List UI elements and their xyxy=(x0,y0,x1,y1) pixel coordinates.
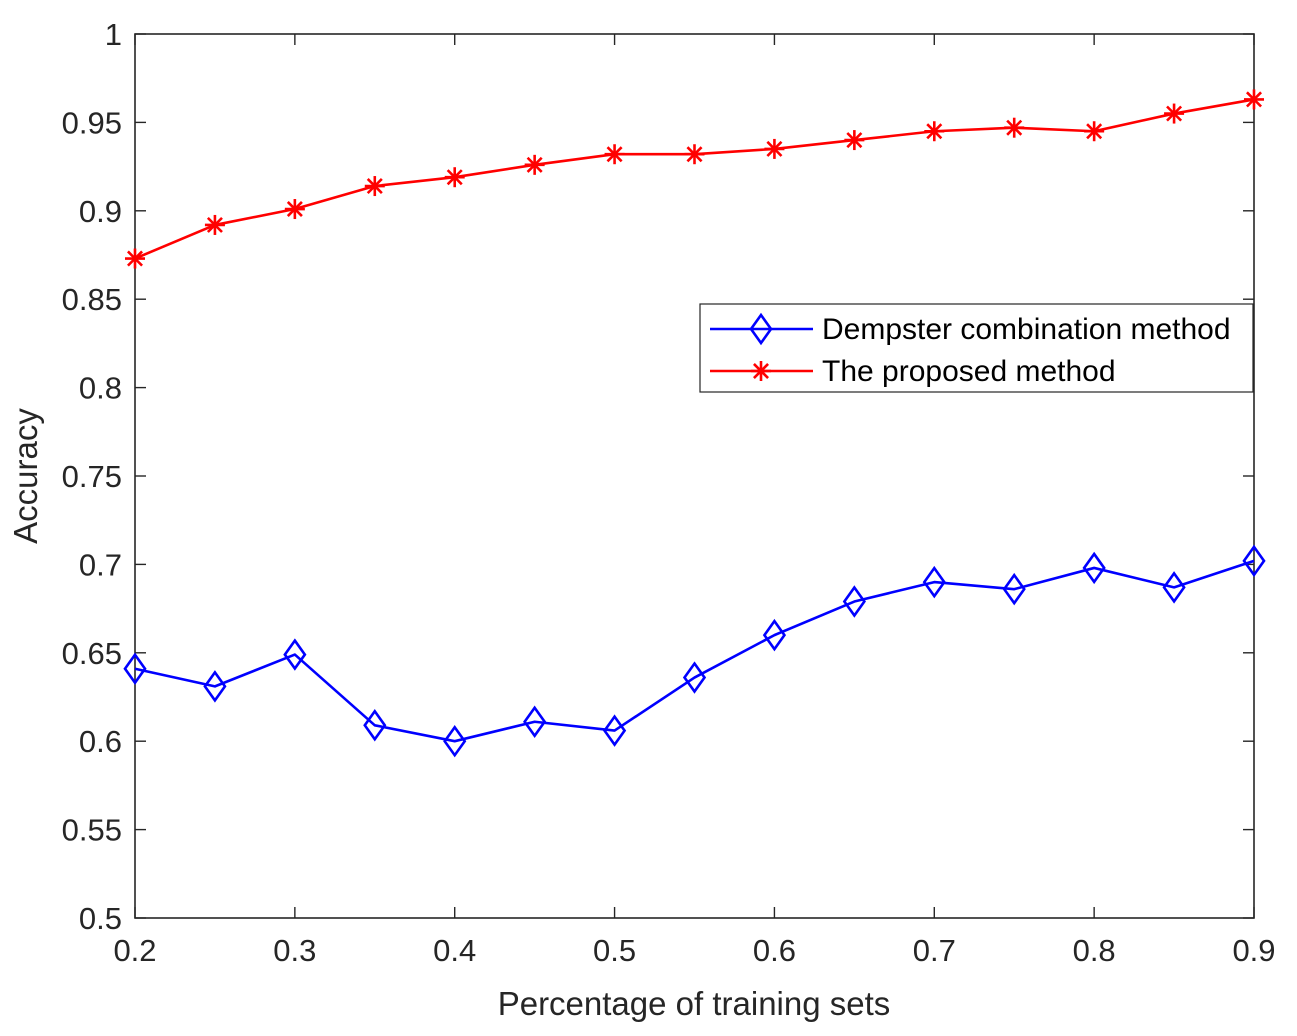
data-point xyxy=(1004,117,1025,138)
x-tick-label: 0.6 xyxy=(753,933,796,968)
data-point xyxy=(125,248,145,269)
y-tick-label: 0.85 xyxy=(62,282,122,317)
data-point xyxy=(1244,89,1264,110)
legend-box xyxy=(699,303,1254,393)
data-point xyxy=(204,214,225,235)
legend-label: The proposed method xyxy=(822,355,1116,388)
legend: Dempster combination method The proposed … xyxy=(699,303,1254,393)
legend-entry: The proposed method xyxy=(710,355,1116,388)
y-tick-label: 0.55 xyxy=(62,813,122,848)
data-point xyxy=(203,670,227,703)
y-tick-label: 0.5 xyxy=(79,901,122,936)
y-tick-label: 0.6 xyxy=(79,724,122,759)
data-point xyxy=(924,121,945,142)
data-point xyxy=(363,709,387,742)
data-point xyxy=(444,167,465,188)
legend-entry: Dempster combination method xyxy=(710,312,1231,346)
data-point xyxy=(602,714,627,747)
y-tick-label: 0.75 xyxy=(62,459,122,494)
x-tick-label: 0.8 xyxy=(1073,933,1116,968)
y-tick-label: 0.7 xyxy=(79,547,122,582)
legend-marker xyxy=(749,312,773,346)
data-point xyxy=(443,724,467,758)
series-line xyxy=(134,559,1255,743)
x-tick-labels: 0.2 0.3 0.4 0.5 0.6 0.7 0.8 0.9 xyxy=(113,933,1275,968)
y-tick-label: 1 xyxy=(105,17,122,52)
data-point xyxy=(1002,572,1026,606)
y-tick-label: 0.9 xyxy=(79,194,122,229)
x-tick-label: 0.9 xyxy=(1232,933,1275,968)
data-point xyxy=(524,154,545,175)
data-point xyxy=(1162,571,1186,604)
data-point xyxy=(123,652,147,685)
plot-area xyxy=(134,33,1255,919)
y-tick-label: 0.65 xyxy=(62,636,122,671)
data-point xyxy=(844,130,865,151)
data-point xyxy=(1242,544,1266,578)
data-point xyxy=(762,618,787,652)
data-point xyxy=(922,565,946,599)
data-point xyxy=(842,585,866,618)
y-tick-label: 0.8 xyxy=(79,371,122,406)
series-layer xyxy=(123,89,1266,758)
data-point xyxy=(523,705,547,738)
data-point xyxy=(682,661,707,694)
x-tick-label: 0.3 xyxy=(273,933,316,968)
data-point xyxy=(684,144,705,165)
y-tick-label: 0.95 xyxy=(62,105,122,140)
series-2 xyxy=(125,89,1264,269)
data-point xyxy=(364,176,385,197)
axis-ticks xyxy=(134,33,1255,919)
x-axis-label: Percentage of training sets xyxy=(498,985,891,1022)
series-1 xyxy=(123,544,1266,758)
x-tick-label: 0.7 xyxy=(913,933,956,968)
data-point xyxy=(1082,551,1106,585)
data-point xyxy=(284,199,305,220)
y-axis-label: Accuracy xyxy=(7,408,44,544)
legend-marker xyxy=(751,361,771,381)
x-tick-label: 0.2 xyxy=(113,933,156,968)
data-point xyxy=(1164,103,1185,124)
data-point xyxy=(1084,121,1105,142)
data-point xyxy=(604,144,625,165)
legend-entries: Dempster combination method The proposed … xyxy=(710,312,1231,388)
x-tick-label: 0.4 xyxy=(433,933,476,968)
legend-label: Dempster combination method xyxy=(822,313,1231,346)
x-tick-label: 0.5 xyxy=(593,933,636,968)
y-tick-labels: 0.5 0.55 0.6 0.65 0.7 0.75 0.8 0.85 0.9 0.95 1 xyxy=(62,17,122,936)
data-point xyxy=(764,138,785,159)
data-point xyxy=(283,638,307,671)
